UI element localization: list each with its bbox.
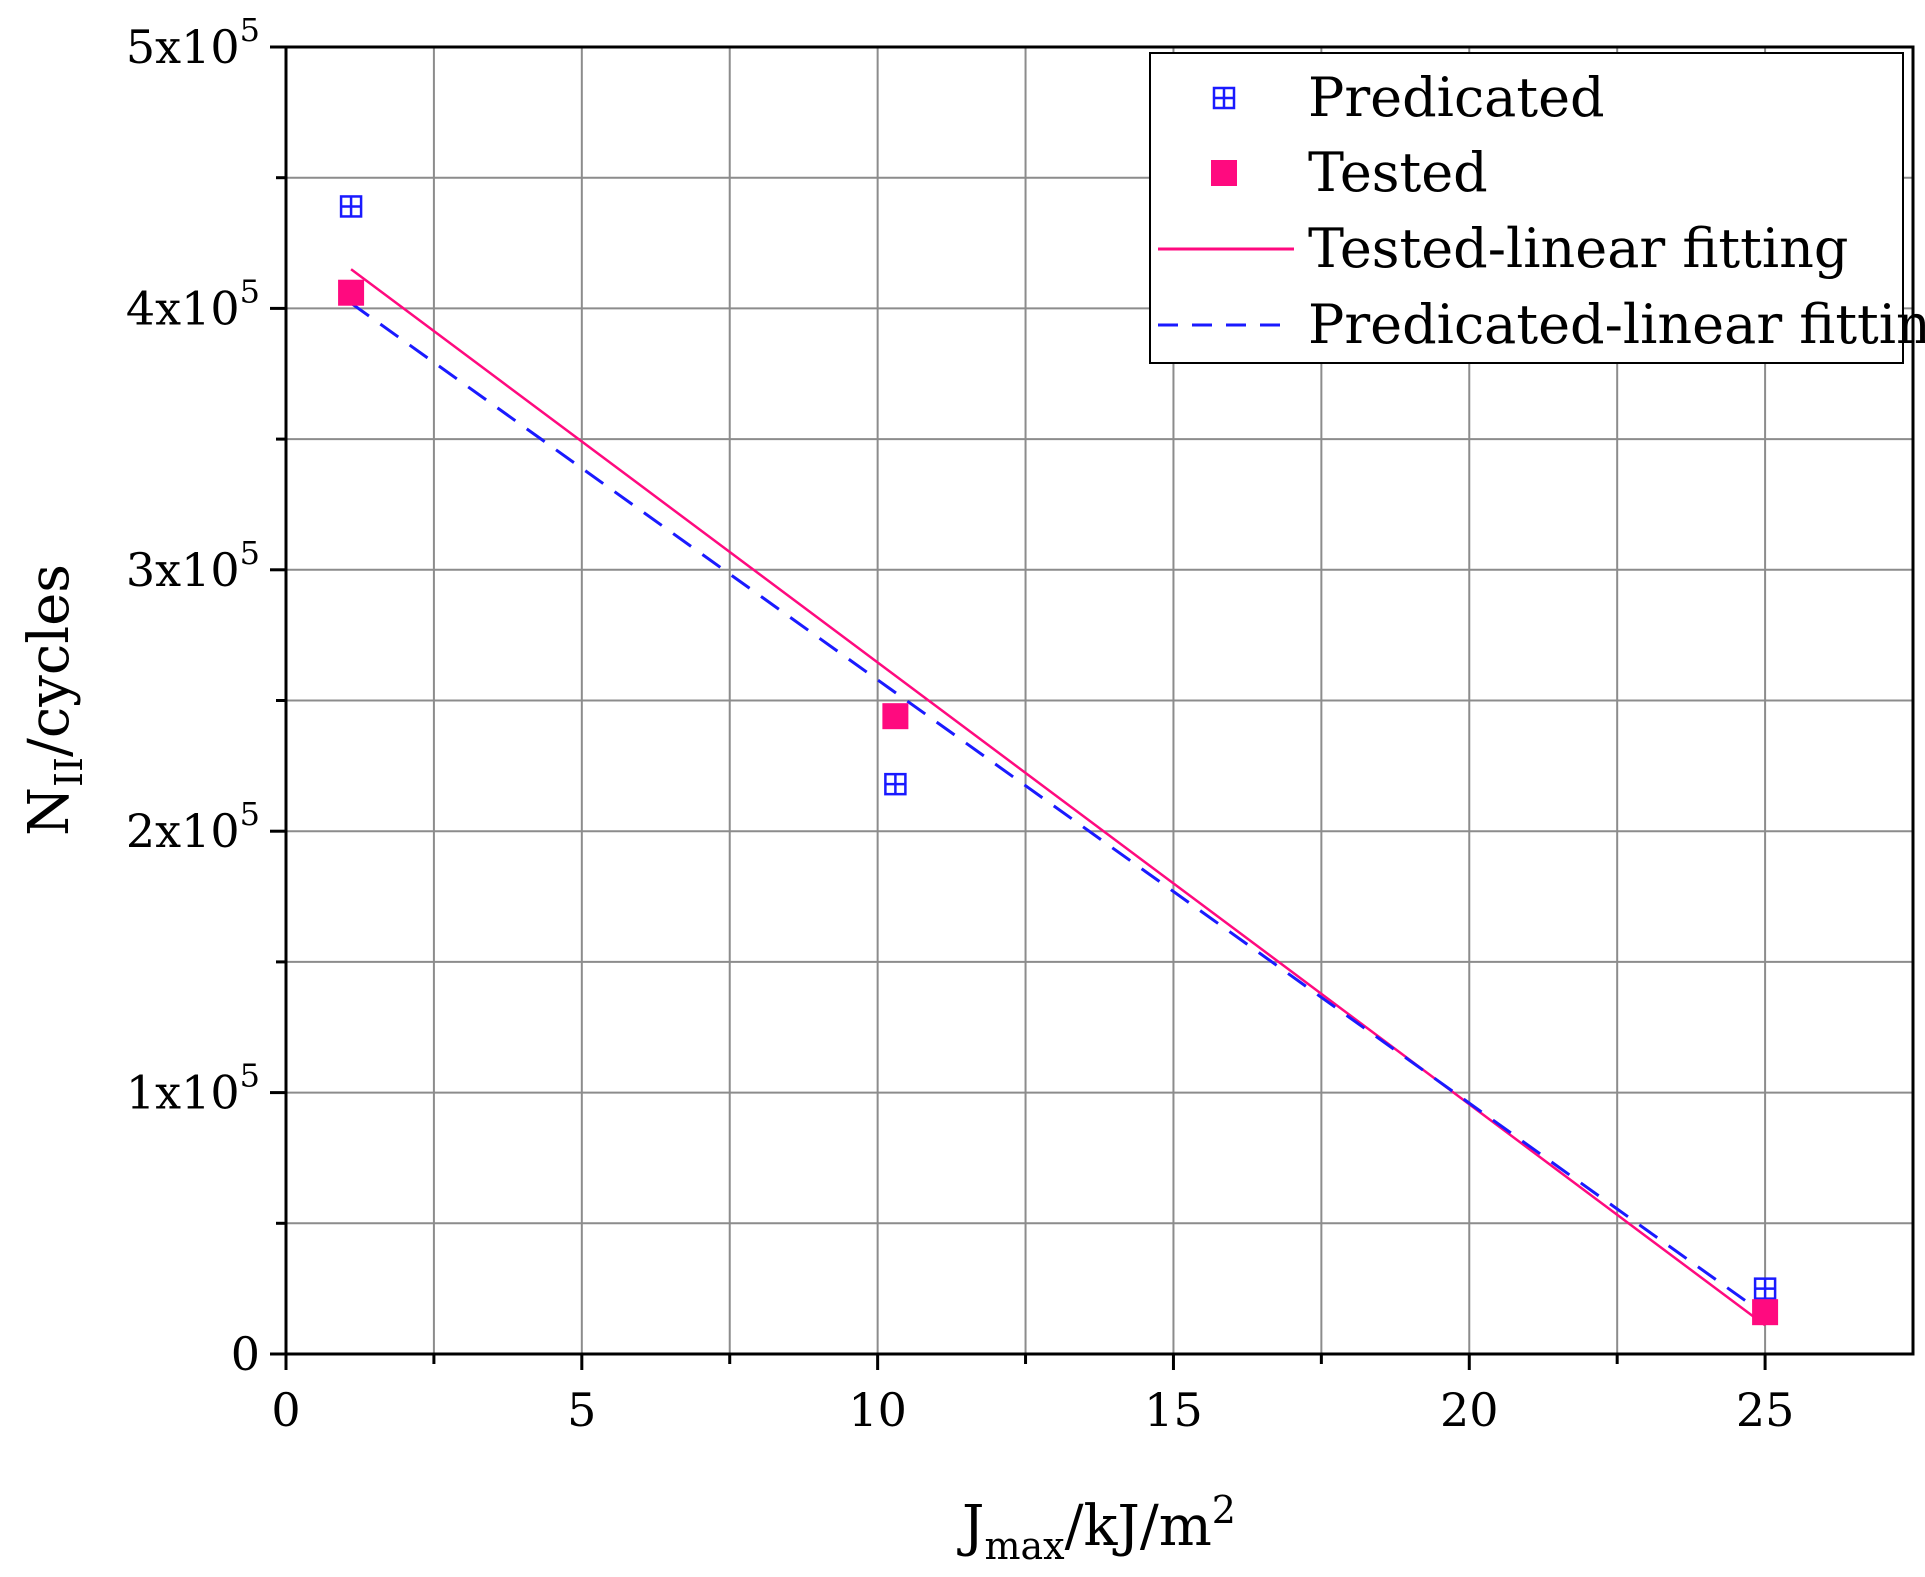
legend-symbol-tested (1211, 160, 1237, 186)
y-tick-label: 2x105 (126, 795, 260, 858)
x-axis-title-superscript: 2 (1212, 1488, 1236, 1532)
legend: Predicated Tested Tested-linear fitting Pre… (1149, 52, 1925, 364)
y-axis-title: NII/cycles (17, 564, 91, 836)
y-axis-title-base: N (17, 787, 82, 836)
y-tick-label: 4x105 (126, 272, 260, 335)
predicated-point (339, 195, 363, 218)
y-axis-title-subscript: II (47, 757, 91, 787)
x-axis-title: Jmax/kJ/m2 (957, 1488, 1236, 1568)
x-tick-label: 15 (1144, 1383, 1203, 1437)
legend-label: Predicated (1308, 66, 1605, 129)
y-tick-label-exponent: 5 (240, 272, 260, 310)
tested-point (1752, 1299, 1779, 1326)
x-axis-title-subscript: max (984, 1524, 1064, 1568)
y-tick-label-mantissa: 3x10 (126, 543, 240, 597)
predicated-fit-line (350, 301, 1766, 1317)
y-axis-title-rest: /cycles (17, 564, 82, 757)
y-tick-label-mantissa: 4x10 (126, 281, 240, 335)
x-axis-title-base: J (957, 1494, 984, 1559)
y-tick-label-exponent: 5 (240, 795, 260, 833)
y-tick-label-exponent: 5 (240, 1057, 260, 1095)
y-tick-label: 3x105 (126, 534, 260, 597)
y-tick-label-mantissa: 5x10 (126, 20, 240, 74)
x-tick-label: 0 (271, 1383, 300, 1437)
legend-label: Tested (1308, 141, 1488, 204)
x-axis-title-rest: /kJ/m (1065, 1494, 1212, 1559)
x-tick-label: 5 (567, 1383, 596, 1437)
y-tick-label: 5x105 (126, 11, 260, 74)
x-tick-label: 10 (848, 1383, 907, 1437)
y-tick-label: 0 (231, 1327, 260, 1381)
predicated-point (884, 772, 907, 796)
tested-point (338, 279, 365, 306)
x-tick-label: 20 (1440, 1383, 1499, 1437)
y-tick-label-mantissa: 1x10 (126, 1066, 240, 1120)
y-tick-label: 1x105 (126, 1057, 260, 1120)
y-tick-label-exponent: 5 (240, 11, 260, 49)
legend-symbol-predicated (1212, 86, 1236, 110)
y-tick-label-exponent: 5 (240, 534, 260, 572)
y-tick-label-mantissa: 2x10 (126, 804, 240, 858)
legend-box (1149, 52, 1904, 364)
tested-fit-line (350, 268, 1766, 1327)
legend-label: Predicated-linear fitting (1308, 293, 1925, 356)
y-tick-label-mantissa: 0 (231, 1327, 260, 1381)
plot-series (338, 195, 1779, 1327)
x-tick-label: 25 (1736, 1383, 1795, 1437)
tested-point (882, 703, 909, 730)
predicated-point (1753, 1277, 1777, 1300)
legend-label: Tested-linear fitting (1308, 217, 1848, 280)
